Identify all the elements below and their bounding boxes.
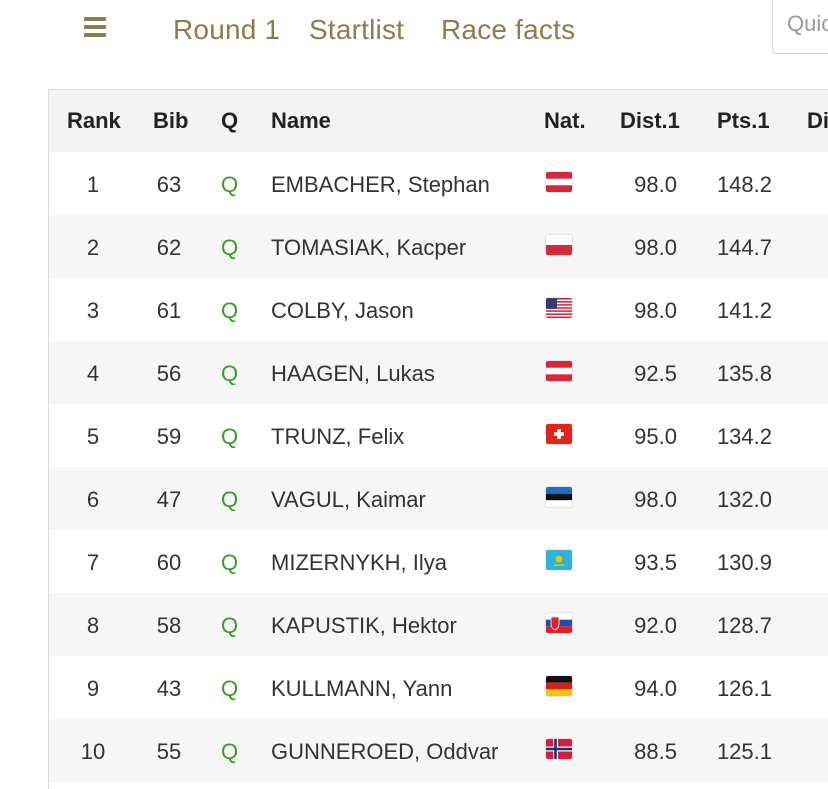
tab-race-facts[interactable]: Race facts: [441, 14, 576, 45]
points-cell: 134.2: [716, 424, 772, 449]
bib-cell: 63: [156, 172, 182, 197]
bib-cell: 61: [156, 298, 182, 323]
bib-cell: 60: [156, 550, 182, 575]
points-cell: 148.2: [716, 172, 772, 197]
distance-cell: 95.0: [634, 424, 677, 449]
athlete-name[interactable]: COLBY, Jason: [271, 298, 414, 323]
qualified-cell: Q: [221, 424, 239, 449]
athlete-name[interactable]: TRUNZ, Felix: [271, 424, 405, 449]
table-row[interactable]: 9 43 Q KULLMANN, Yann 94.0 126.1: [49, 656, 828, 719]
top-navigation: Round 1 Startlist Race facts: [0, 0, 828, 70]
flag-ger-icon: [546, 676, 572, 696]
rank-cell: 3: [86, 298, 100, 323]
rank-cell: 4: [86, 361, 100, 386]
distance-cell: 98.0: [634, 487, 677, 512]
qualified-cell: Q: [221, 298, 239, 323]
table-row[interactable]: 5 59 Q TRUNZ, Felix 95.0 134.2: [49, 404, 828, 467]
distance-cell: 98.0: [634, 172, 677, 197]
bib-cell: 62: [156, 235, 182, 260]
hamburger-menu-icon[interactable]: [84, 17, 106, 37]
rank-cell: 1: [86, 172, 100, 197]
qualified-cell: Q: [221, 676, 239, 701]
flag-nor-icon: [546, 739, 572, 759]
distance-cell: 93.5: [634, 550, 677, 575]
qualified-cell: Q: [221, 235, 239, 260]
table-header: Rank Bib Q Name Nat. Dist.1 Pts.1 Di: [49, 90, 828, 152]
qualified-cell: Q: [221, 550, 239, 575]
qualified-cell: Q: [221, 361, 239, 386]
header-name[interactable]: Name: [271, 108, 331, 133]
bib-cell: 47: [156, 487, 182, 512]
athlete-name[interactable]: EMBACHER, Stephan: [271, 172, 490, 197]
athlete-name[interactable]: HAAGEN, Lukas: [271, 361, 435, 386]
header-bib[interactable]: Bib: [153, 108, 189, 133]
athlete-name[interactable]: TOMASIAK, Kacper: [271, 235, 467, 260]
distance-cell: 98.0: [634, 298, 677, 323]
header-q[interactable]: Q: [221, 108, 239, 133]
table-row[interactable]: 3 61 Q COLBY, Jason 98.0 141.2: [49, 278, 828, 341]
athlete-name[interactable]: GUNNEROED, Oddvar: [271, 739, 499, 764]
bib-cell: 43: [156, 676, 182, 701]
table-row[interactable]: 7 60 Q MIZERNYKH, Ilya 93.5 130.9: [49, 530, 828, 593]
flag-aut-icon: [546, 172, 572, 192]
rank-cell: 6: [86, 487, 100, 512]
distance-cell: 88.5: [634, 739, 677, 764]
flag-sui-icon: [546, 424, 572, 444]
flag-pol-icon: [546, 235, 572, 255]
header-rank[interactable]: Rank: [67, 108, 121, 133]
flag-est-icon: [546, 487, 572, 507]
flag-svk-icon: [546, 613, 572, 633]
quick-search-box[interactable]: [772, 0, 828, 54]
distance-cell: 92.0: [634, 613, 677, 638]
qualified-cell: Q: [221, 739, 239, 764]
bib-cell: 56: [156, 361, 182, 386]
points-cell: 144.7: [716, 235, 772, 260]
results-table: Rank Bib Q Name Nat. Dist.1 Pts.1 Di 1 63…: [48, 89, 828, 789]
points-cell: 126.1: [716, 676, 772, 701]
tab-startlist[interactable]: Startlist: [309, 14, 405, 45]
header-distance-2[interactable]: Di: [807, 108, 828, 133]
table-row[interactable]: 8 58 Q KAPUSTIK, Hektor 92.0 128.7: [49, 593, 828, 656]
table-row[interactable]: 4 56 Q HAAGEN, Lukas 92.5 135.8: [49, 341, 828, 404]
rank-cell: 9: [86, 676, 100, 701]
flag-usa-icon: [546, 298, 572, 318]
table-row[interactable]: 6 47 Q VAGUL, Kaimar 98.0 132.0: [49, 467, 828, 530]
points-cell: 141.2: [716, 298, 772, 323]
bib-cell: 55: [156, 739, 182, 764]
table-row[interactable]: 1 63 Q EMBACHER, Stephan 98.0 148.2: [49, 152, 828, 215]
rank-cell: 5: [86, 424, 100, 449]
points-cell: 135.8: [716, 361, 772, 386]
distance-cell: 92.5: [634, 361, 677, 386]
athlete-name[interactable]: MIZERNYKH, Ilya: [271, 550, 448, 575]
qualified-cell: Q: [221, 172, 239, 197]
athlete-name[interactable]: KAPUSTIK, Hektor: [271, 613, 457, 638]
distance-cell: 94.0: [634, 676, 677, 701]
qualified-cell: Q: [221, 613, 239, 638]
points-cell: 128.7: [716, 613, 772, 638]
flag-kaz-icon: [546, 550, 572, 570]
rank-cell: 7: [86, 550, 100, 575]
rank-cell: 2: [86, 235, 100, 260]
table-row[interactable]: 10 55 Q GUNNEROED, Oddvar 88.5 125.1: [49, 719, 828, 782]
points-cell: 130.9: [716, 550, 772, 575]
header-nation[interactable]: Nat.: [544, 108, 586, 133]
header-distance-1[interactable]: Dist.1: [620, 108, 680, 133]
flag-aut-icon: [546, 361, 572, 381]
bib-cell: 59: [156, 424, 182, 449]
bib-cell: 58: [156, 613, 182, 638]
tab-round-1[interactable]: Round 1: [173, 14, 281, 45]
points-cell: 125.1: [716, 739, 772, 764]
distance-cell: 98.0: [634, 235, 677, 260]
athlete-name[interactable]: KULLMANN, Yann: [271, 676, 453, 701]
qualified-cell: Q: [221, 487, 239, 512]
rank-cell: 8: [86, 613, 100, 638]
athlete-name[interactable]: VAGUL, Kaimar: [271, 487, 426, 512]
rank-cell: 10: [80, 739, 106, 764]
points-cell: 132.0: [716, 487, 772, 512]
header-points-1[interactable]: Pts.1: [717, 108, 770, 133]
quick-search-input[interactable]: [787, 11, 828, 37]
table-row[interactable]: 2 62 Q TOMASIAK, Kacper 98.0 144.7: [49, 215, 828, 278]
